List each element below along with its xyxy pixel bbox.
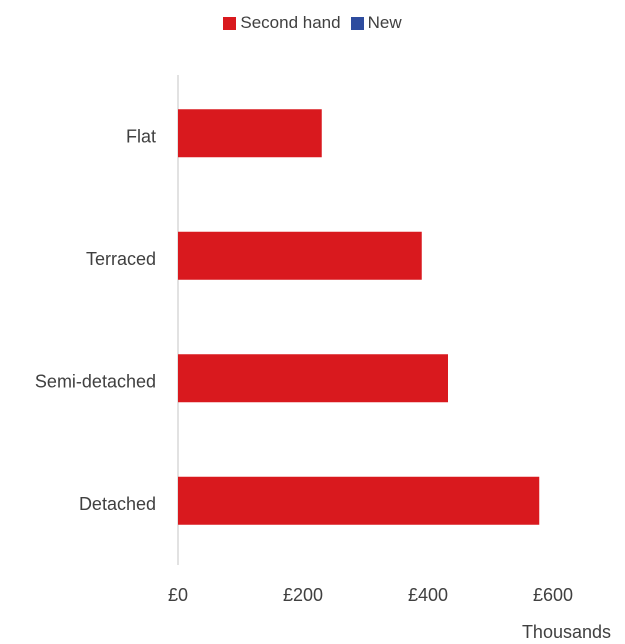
- legend-item-new: New: [350, 13, 402, 33]
- category-label: Detached: [79, 494, 156, 514]
- category-label: Flat: [126, 126, 156, 146]
- category-label: Terraced: [86, 249, 156, 269]
- legend-swatch-new: [350, 16, 364, 30]
- category-label: Semi-detached: [35, 371, 156, 391]
- x-tick-label: £400: [408, 585, 448, 605]
- bar-second-hand: [178, 109, 322, 158]
- bar-second-hand: [178, 231, 422, 280]
- axis-unit-label: Thousands: [521, 622, 611, 642]
- legend-item-second-hand: Second hand: [223, 13, 341, 33]
- x-tick-label: £0: [168, 585, 188, 605]
- legend-label-new: New: [367, 13, 402, 32]
- bar-second-hand: [178, 354, 448, 403]
- chart-legend: Second hand New: [0, 13, 625, 33]
- x-tick-label: £600: [533, 585, 573, 605]
- x-tick-label: £200: [283, 585, 323, 605]
- legend-swatch-second-hand: [223, 16, 237, 30]
- legend-label-second-hand: Second hand: [240, 13, 341, 32]
- bar-second-hand: [178, 476, 540, 525]
